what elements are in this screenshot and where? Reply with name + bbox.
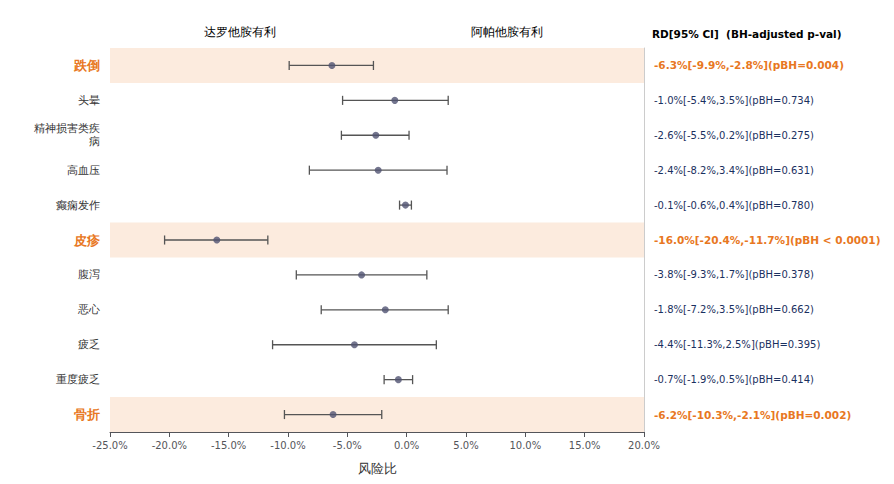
svg-text:阿帕他胺有利: 阿帕他胺有利: [471, 25, 543, 39]
svg-text:-16.0%[-20.4%,-11.7%](pBH < 0.: -16.0%[-20.4%,-11.7%](pBH < 0.0001): [654, 234, 880, 246]
svg-text:-4.4%[-11.3%,2.5%](pBH=0.395): -4.4%[-11.3%,2.5%](pBH=0.395): [654, 339, 820, 350]
svg-text:-1.0%[-5.4%,3.5%](pBH=0.734): -1.0%[-5.4%,3.5%](pBH=0.734): [654, 95, 814, 106]
svg-text:-20.0%: -20.0%: [152, 440, 187, 451]
svg-text:-6.3%[-9.9%,-2.8%](pBH=0.004): -6.3%[-9.9%,-2.8%](pBH=0.004): [654, 59, 844, 71]
svg-text:病: 病: [89, 135, 100, 148]
svg-text:-10.0%: -10.0%: [270, 440, 305, 451]
svg-text:跌倒: 跌倒: [73, 58, 100, 73]
svg-text:-3.8%[-9.3%,1.7%](pBH=0.378): -3.8%[-9.3%,1.7%](pBH=0.378): [654, 269, 814, 280]
svg-text:-2.6%[-5.5%,0.2%](pBH=0.275): -2.6%[-5.5%,0.2%](pBH=0.275): [654, 130, 814, 141]
svg-text:-0.7%[-1.9%,0.5%](pBH=0.414): -0.7%[-1.9%,0.5%](pBH=0.414): [654, 374, 814, 385]
svg-text:恶心: 恶心: [77, 303, 100, 316]
svg-text:骨折: 骨折: [74, 407, 100, 422]
svg-text:皮疹: 皮疹: [73, 233, 101, 248]
svg-text:头晕: 头晕: [78, 94, 100, 107]
svg-text:-15.0%: -15.0%: [211, 440, 246, 451]
svg-text:-1.8%[-7.2%,3.5%](pBH=0.662): -1.8%[-7.2%,3.5%](pBH=0.662): [654, 304, 814, 315]
svg-text:疲乏: 疲乏: [78, 338, 100, 351]
svg-text:高血压: 高血压: [67, 164, 100, 177]
svg-text:5.0%: 5.0%: [453, 440, 478, 451]
svg-text:-6.2%[-10.3%,-2.1%](pBH=0.002): -6.2%[-10.3%,-2.1%](pBH=0.002): [654, 409, 851, 421]
svg-text:20.0%: 20.0%: [628, 440, 660, 451]
svg-text:精神损害类疾: 精神损害类疾: [34, 122, 100, 135]
svg-text:-25.0%: -25.0%: [92, 440, 127, 451]
svg-text:15.0%: 15.0%: [569, 440, 601, 451]
svg-text:癫痫发作: 癫痫发作: [56, 199, 100, 212]
svg-text:-5.0%: -5.0%: [333, 440, 362, 451]
svg-text:0.0%: 0.0%: [394, 440, 419, 451]
svg-text:RD[95% CI] (BH-adjusted p-val: RD[95% CI] (BH-adjusted p-val): [652, 28, 842, 40]
svg-text:腹泻: 腹泻: [78, 268, 100, 281]
svg-text:重度疲乏: 重度疲乏: [56, 373, 100, 386]
svg-text:风险比: 风险比: [358, 461, 397, 476]
svg-text:-0.1%[-0.6%,0.4%](pBH=0.780): -0.1%[-0.6%,0.4%](pBH=0.780): [654, 200, 814, 211]
svg-text:-2.4%[-8.2%,3.4%](pBH=0.631): -2.4%[-8.2%,3.4%](pBH=0.631): [654, 165, 814, 176]
svg-text:10.0%: 10.0%: [509, 440, 541, 451]
svg-text:达罗他胺有利: 达罗他胺有利: [204, 25, 276, 39]
